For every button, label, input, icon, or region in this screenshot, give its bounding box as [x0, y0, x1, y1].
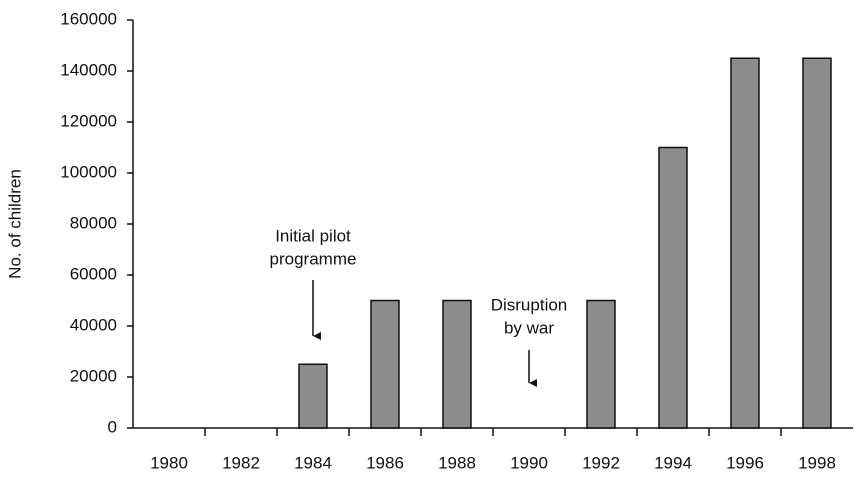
- x-tick-label: 1994: [654, 453, 692, 472]
- bar: [442, 299, 472, 429]
- y-tick-label: 160000: [60, 9, 117, 28]
- y-tick-label: 40000: [70, 315, 117, 334]
- y-axis-label: No. of children: [5, 169, 24, 279]
- x-tick-label: 1996: [726, 453, 764, 472]
- x-tick-label: 1982: [222, 453, 260, 472]
- y-tick-label: 20000: [70, 366, 117, 385]
- x-tick-label: 1988: [438, 453, 476, 472]
- x-tick-label: 1990: [510, 453, 548, 472]
- y-tick-label: 60000: [70, 264, 117, 283]
- x-tick-label: 1986: [366, 453, 404, 472]
- x-tick-label: 1992: [582, 453, 620, 472]
- annotation: programme: [270, 249, 357, 268]
- annotation: Initial pilot: [275, 226, 351, 245]
- y-tick-label: 140000: [60, 60, 117, 79]
- annotation: by war: [504, 318, 554, 337]
- y-tick-label: 80000: [70, 213, 117, 232]
- y-tick-label: 120000: [60, 111, 117, 130]
- x-tick-label: 1984: [294, 453, 332, 472]
- x-tick-label: 1980: [150, 453, 188, 472]
- bar: [370, 299, 400, 429]
- bar: [730, 57, 760, 429]
- bar: [658, 146, 688, 429]
- bar: [298, 363, 328, 429]
- y-tick-label: 100000: [60, 162, 117, 181]
- annotation: Disruption: [491, 295, 568, 314]
- bar: [586, 299, 616, 429]
- x-tick-label: 1998: [798, 453, 836, 472]
- y-tick-label: 0: [108, 417, 117, 436]
- bar: [802, 57, 832, 429]
